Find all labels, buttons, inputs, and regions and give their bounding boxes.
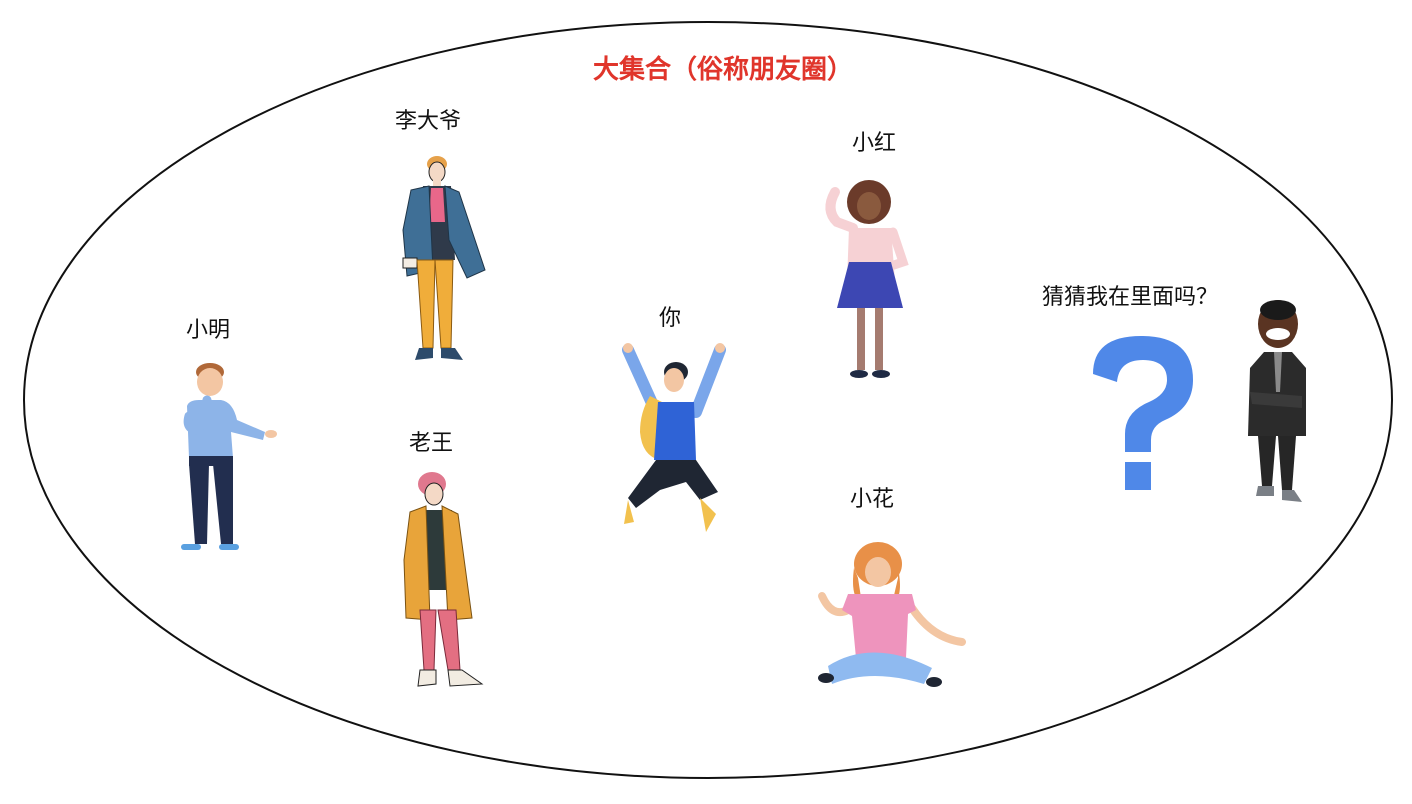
question-mark-icon (1093, 336, 1193, 490)
label-li-da-ye: 李大爷 (395, 109, 462, 134)
person-lao-wang-illustration (403, 472, 484, 687)
label-mystery: 猜猜我在里面吗？ (1042, 285, 1219, 310)
label-xiao-hong: 小红 (852, 131, 897, 156)
person-xiao-hua-illustration (818, 542, 966, 687)
person-mystery-illustration (1248, 300, 1306, 502)
person-xiao-hong-illustration (825, 180, 909, 378)
label-xiao-ming: 小明 (186, 318, 231, 343)
label-lao-wang: 老王 (409, 431, 454, 456)
set-title: 大集合（俗称朋友圈） (593, 55, 854, 85)
label-xiao-hua: 小花 (850, 487, 895, 512)
person-xiao-ming-illustration (181, 363, 277, 550)
person-li-da-ye-illustration (402, 156, 486, 360)
label-ni: 你 (659, 306, 682, 331)
person-ni-illustration (622, 343, 726, 532)
